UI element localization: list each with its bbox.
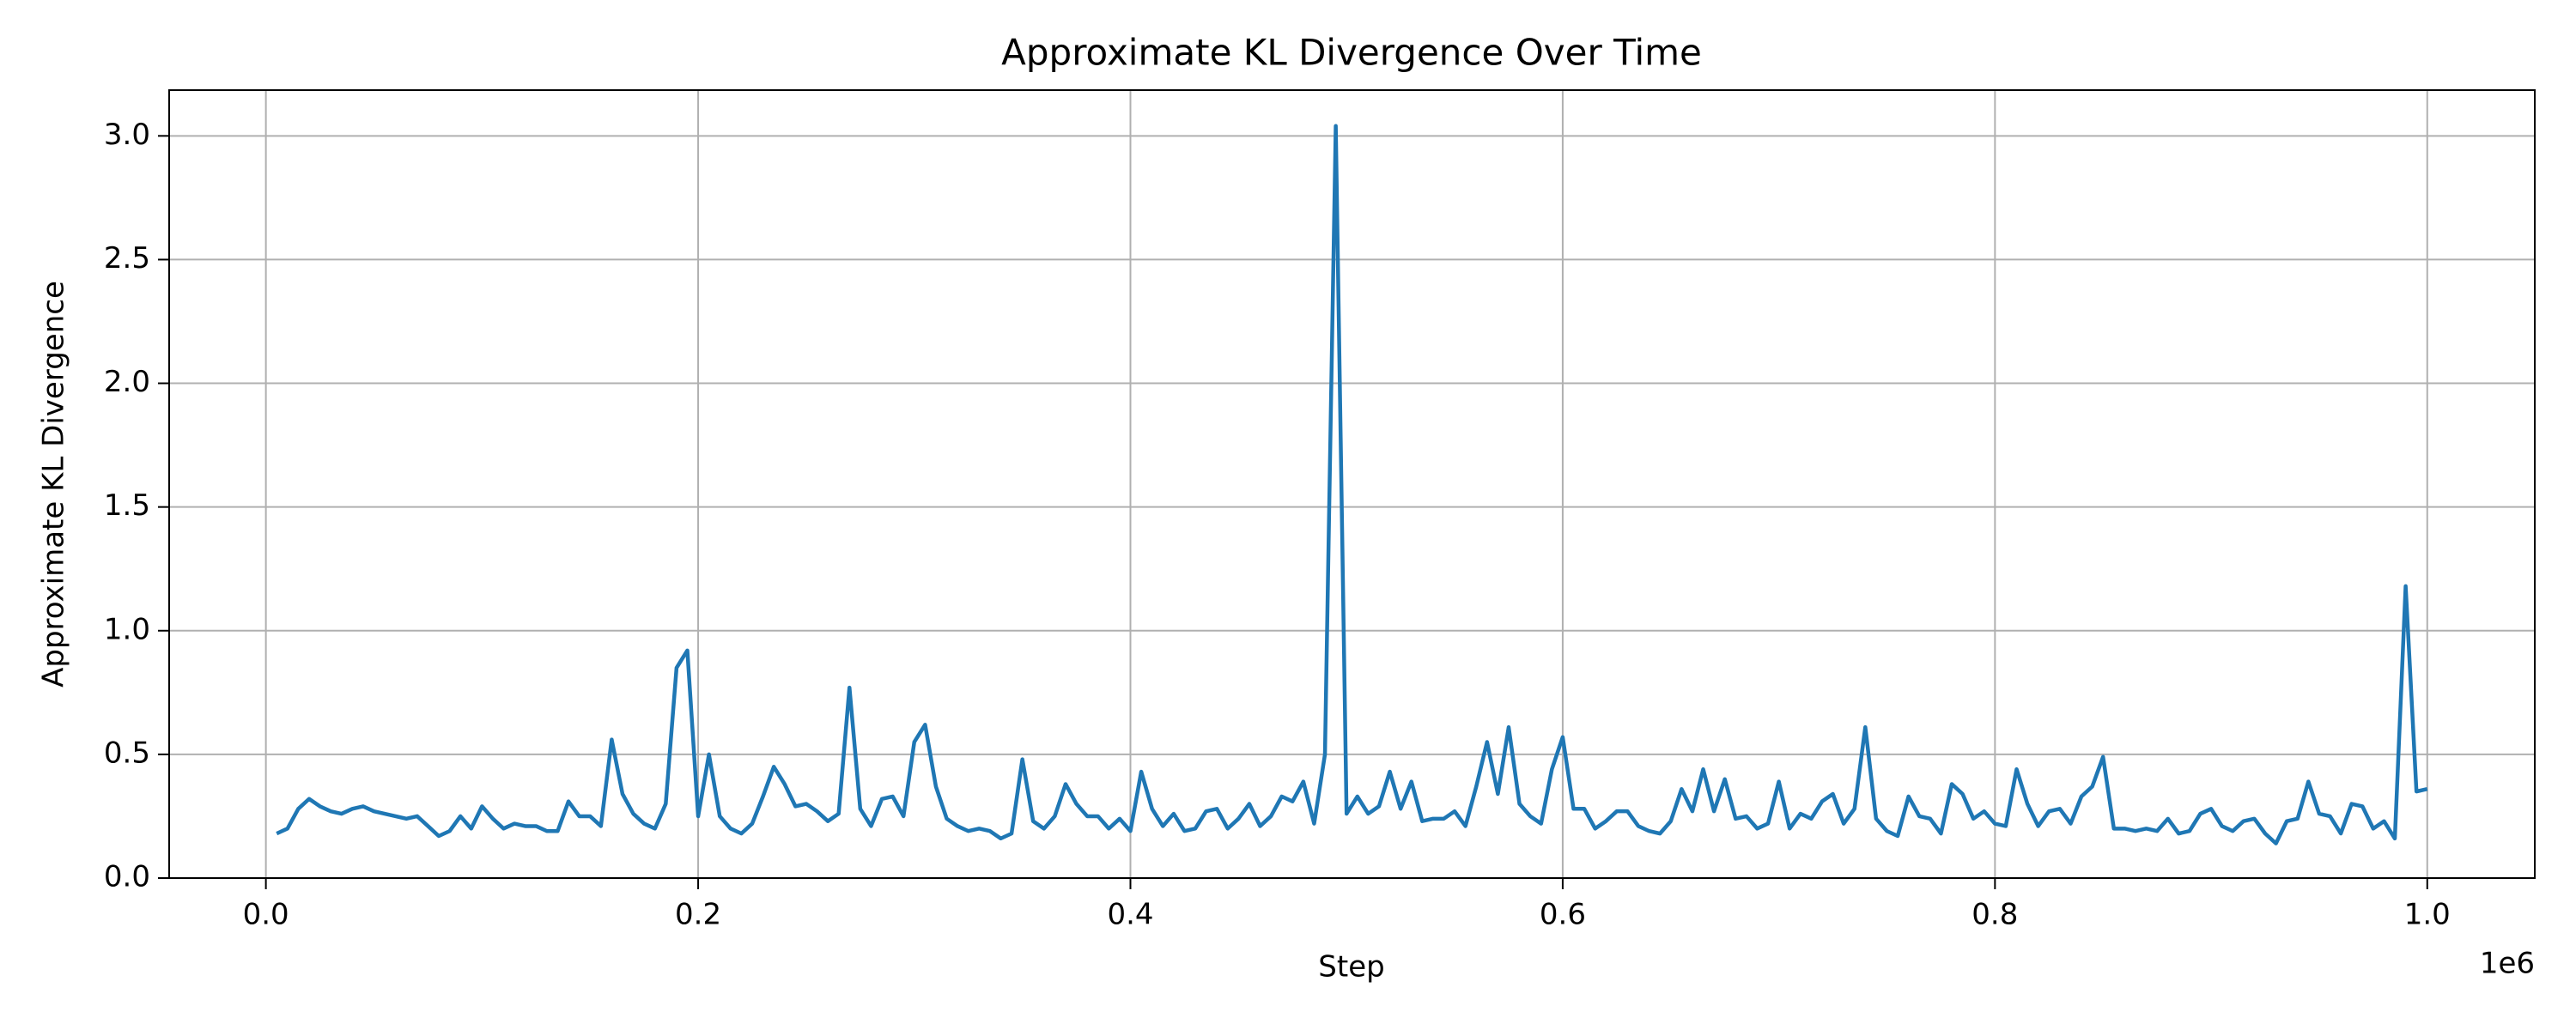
x-tick-label: 1.0 [2404, 898, 2451, 932]
y-tick-label: 1.0 [104, 612, 150, 646]
y-tick-label: 2.5 [104, 241, 150, 276]
x-offset-label: 1e6 [2480, 947, 2535, 981]
data-line [276, 124, 2428, 845]
x-tick-label: 0.2 [675, 898, 721, 932]
y-tick-label: 0.0 [104, 860, 150, 894]
y-axis-label: Approximate KL Divergence [37, 281, 71, 688]
x-tick-label: 0.8 [1971, 898, 2018, 932]
y-tick-label: 1.5 [104, 488, 150, 523]
x-tick-label: 0.4 [1107, 898, 1153, 932]
chart-title: Approximate KL Divergence Over Time [1001, 32, 1702, 74]
y-tick-label: 2.0 [104, 365, 150, 399]
x-tick-label: 0.0 [243, 898, 289, 932]
x-axis-label: Step [1318, 950, 1384, 985]
x-tick-label: 0.6 [1540, 898, 1586, 932]
y-tick-label: 3.0 [104, 118, 150, 152]
plot-frame [168, 89, 2536, 879]
y-tick-label: 0.5 [104, 736, 150, 770]
